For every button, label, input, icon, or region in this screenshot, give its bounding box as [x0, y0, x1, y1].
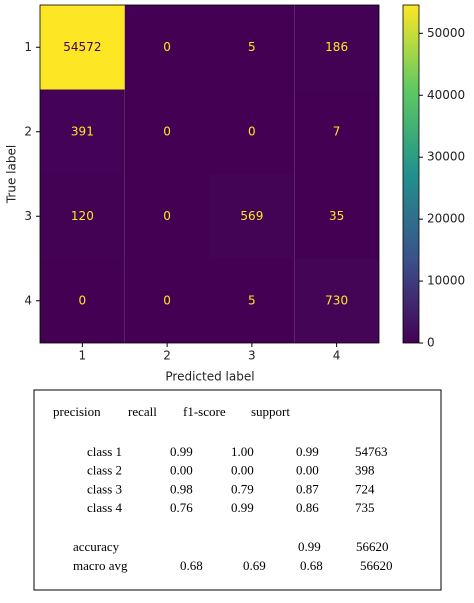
colorbar-tick-label: 50000 [427, 26, 465, 40]
y-tick-label: 3 [24, 209, 32, 223]
report-text: 735 [355, 500, 375, 515]
report-text: 0.00 [231, 463, 254, 478]
heatmap-cell [294, 174, 379, 259]
heatmap-cell [124, 5, 210, 90]
heatmap-cell [40, 5, 125, 90]
cell-label: 120 [71, 209, 94, 223]
colorbar-tick-label: 0 [427, 336, 435, 350]
colorbar-tick-label: 10000 [427, 274, 465, 288]
report-text: 724 [355, 481, 375, 496]
heatmap-cell [124, 258, 210, 343]
heatmap-cell [294, 258, 379, 343]
heatmap-cell [209, 5, 295, 90]
report-text: 0.99 [298, 539, 321, 554]
heatmap-cell [209, 258, 295, 343]
cell-label: 0 [248, 124, 256, 138]
report-text: f1-score [183, 404, 226, 419]
report-text: 0.76 [170, 500, 193, 515]
report-text: 0.86 [296, 500, 319, 515]
x-tick-label: 4 [333, 349, 341, 363]
report-text: 0.99 [296, 444, 319, 459]
report-text: support [251, 404, 290, 419]
y-tick-label: 2 [24, 124, 32, 138]
cell-label: 730 [325, 293, 348, 307]
report-text: 0.99 [231, 500, 254, 515]
report-text: 0.68 [300, 558, 323, 573]
cell-label: 54572 [63, 40, 101, 54]
report-box [33, 389, 442, 591]
report-text: 0.99 [170, 444, 193, 459]
heatmap-cell [294, 89, 379, 174]
cell-label: 391 [71, 124, 94, 138]
report-text: 0.79 [231, 481, 254, 496]
cell-label: 569 [240, 209, 263, 223]
plot-frame [39, 4, 380, 344]
report-text: precision [53, 404, 101, 419]
report-text: class 2 [87, 463, 122, 478]
x-axis-label: Predicted label [165, 370, 254, 384]
cell-label: 5 [248, 293, 256, 307]
heatmap-cell [40, 174, 125, 259]
report-text: class 4 [87, 500, 123, 515]
report-text: 0.87 [296, 481, 319, 496]
colorbar [402, 4, 420, 344]
report-text: 0.68 [180, 558, 203, 573]
y-axis-label: True label [5, 145, 19, 204]
heatmap-cell [294, 5, 379, 90]
report-text: 1.00 [231, 444, 254, 459]
colorbar-tick-label: 30000 [427, 150, 465, 164]
x-tick-label: 3 [248, 349, 256, 363]
report-text: 54763 [355, 444, 388, 459]
heatmap-cell [209, 89, 295, 174]
cell-label: 186 [325, 40, 348, 54]
heatmap-cell [40, 89, 125, 174]
colorbar-tick-label: 20000 [427, 212, 465, 226]
x-tick-label: 1 [79, 349, 87, 363]
y-tick-label: 1 [24, 40, 32, 54]
x-tick-label: 2 [163, 349, 171, 363]
report-text: recall [128, 404, 157, 419]
report-text: 0.69 [243, 558, 266, 573]
cell-label: 5 [248, 40, 256, 54]
report-text: class 3 [87, 481, 122, 496]
heatmap-cell [209, 174, 295, 259]
cell-label: 0 [163, 209, 171, 223]
report-text: 56620 [356, 539, 389, 554]
cell-label: 7 [333, 124, 341, 138]
heatmap-cell [124, 89, 210, 174]
cell-label: 0 [163, 40, 171, 54]
report-text: accuracy [73, 539, 120, 554]
report-text: 0.98 [170, 481, 193, 496]
report-text: 0.00 [170, 463, 193, 478]
report-text: 398 [355, 463, 375, 478]
cell-label: 0 [163, 124, 171, 138]
y-tick-label: 4 [24, 293, 32, 307]
report-text: macro avg [73, 558, 128, 573]
heatmap-cell [124, 174, 210, 259]
report-text: 0.00 [296, 463, 319, 478]
colorbar-tick-label: 40000 [427, 88, 465, 102]
cell-label: 0 [79, 293, 87, 307]
heatmap-cell [40, 258, 125, 343]
cell-label: 35 [329, 209, 344, 223]
report-text: 56620 [360, 558, 393, 573]
report-text: class 1 [87, 444, 122, 459]
cell-label: 0 [163, 293, 171, 307]
